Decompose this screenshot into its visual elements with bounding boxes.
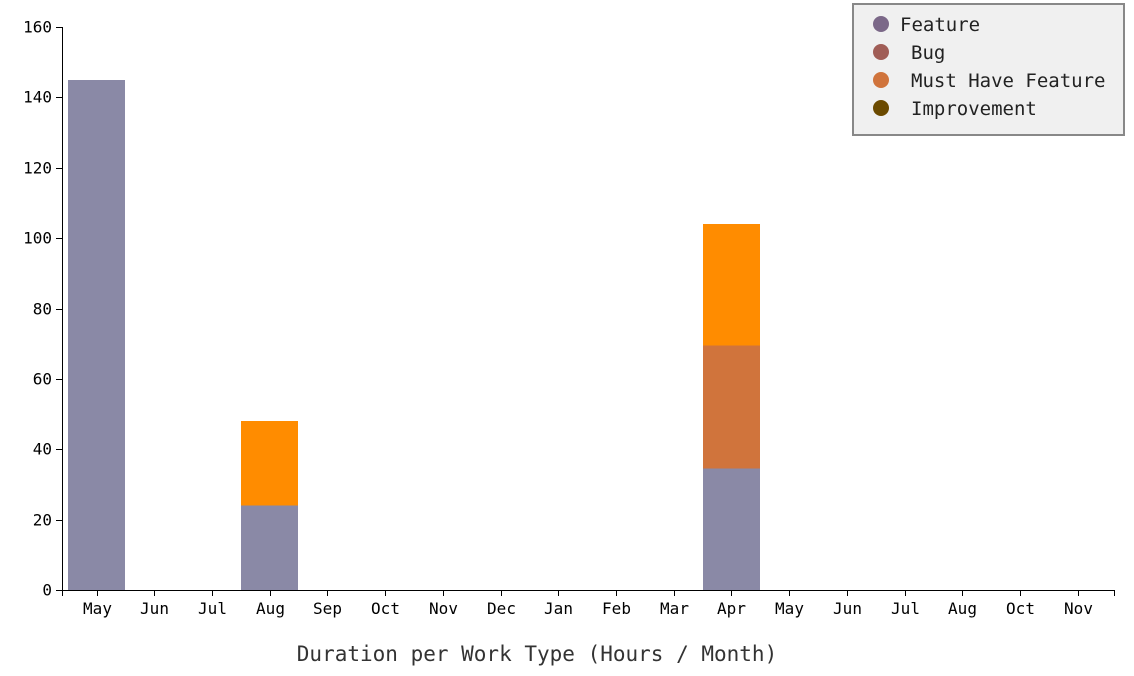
legend-marker-bug	[873, 44, 889, 60]
x-tick-label-feb-9: Feb	[602, 599, 631, 618]
y-tick-label: 20	[33, 511, 52, 530]
x-tick-label-aug-3: Aug	[256, 599, 285, 618]
x-tick-label-jul-14: Jul	[891, 599, 920, 618]
x-tick-label-jan-8: Jan	[544, 599, 573, 618]
x-tick-label-dec-7: Dec	[487, 599, 516, 618]
legend-marker-improvement	[873, 100, 889, 116]
y-tick-label: 80	[33, 300, 52, 319]
x-axis-line	[62, 590, 1115, 596]
y-tick-label: 100	[23, 229, 52, 248]
legend-label-bug: Bug	[911, 42, 945, 64]
bar-apr-11-improvement	[702, 224, 760, 346]
y-tick-label: 60	[33, 370, 52, 389]
x-axis: May Jun Jul Aug Sep Oct Nov Dec Jan Feb Mar Apr May J…	[62, 590, 1115, 618]
legend: Feature Bug Must Have Feature Improvement	[852, 3, 1125, 136]
bars-layer	[68, 79, 760, 590]
bar-aug-3-feature	[241, 505, 299, 590]
y-tick-label: 0	[42, 581, 52, 600]
legend-label-must-have-feature: Must Have Feature	[911, 70, 1105, 92]
bar-apr-11-feature	[702, 468, 760, 590]
x-tick-label-jul-2: Jul	[198, 599, 227, 618]
y-axis: 0 20 40 60 80 100 120 140 160	[23, 18, 63, 600]
legend-marker-must-have-feature	[873, 72, 889, 88]
y-tick-label: 120	[23, 159, 52, 178]
y-tick-label: 160	[23, 18, 52, 37]
x-tick-label-nov-6: Nov	[429, 599, 458, 618]
bar-may-0-feature	[68, 79, 125, 590]
x-tick-label-aug-15: Aug	[948, 599, 977, 618]
legend-label-improvement: Improvement	[911, 98, 1037, 120]
legend-box	[852, 3, 1125, 136]
x-tick-label-sep-4: Sep	[313, 599, 342, 618]
legend-marker-feature	[873, 16, 889, 32]
x-axis-title: Duration per Work Type (Hours / Month)	[297, 642, 777, 666]
x-tick-label-oct-16: Oct	[1006, 599, 1035, 618]
x-tick-label-oct-5: Oct	[371, 599, 400, 618]
bar-aug-3-improvement	[241, 421, 299, 506]
legend-label-feature: Feature	[900, 14, 980, 36]
y-tick-label: 40	[33, 440, 52, 459]
x-tick-label-nov-17: Nov	[1064, 599, 1093, 618]
x-tick-label-may-12: May	[775, 599, 804, 618]
x-tick-label-mar-10: Mar	[660, 599, 689, 618]
x-tick-label-may-0: May	[83, 599, 112, 618]
x-tick-label-jun-13: Jun	[833, 599, 862, 618]
bar-apr-11-must-have-feature	[702, 345, 760, 469]
x-tick-label-apr-11: Apr	[717, 599, 746, 618]
y-tick-label: 140	[23, 88, 52, 107]
x-tick-label-jun-1: Jun	[140, 599, 169, 618]
